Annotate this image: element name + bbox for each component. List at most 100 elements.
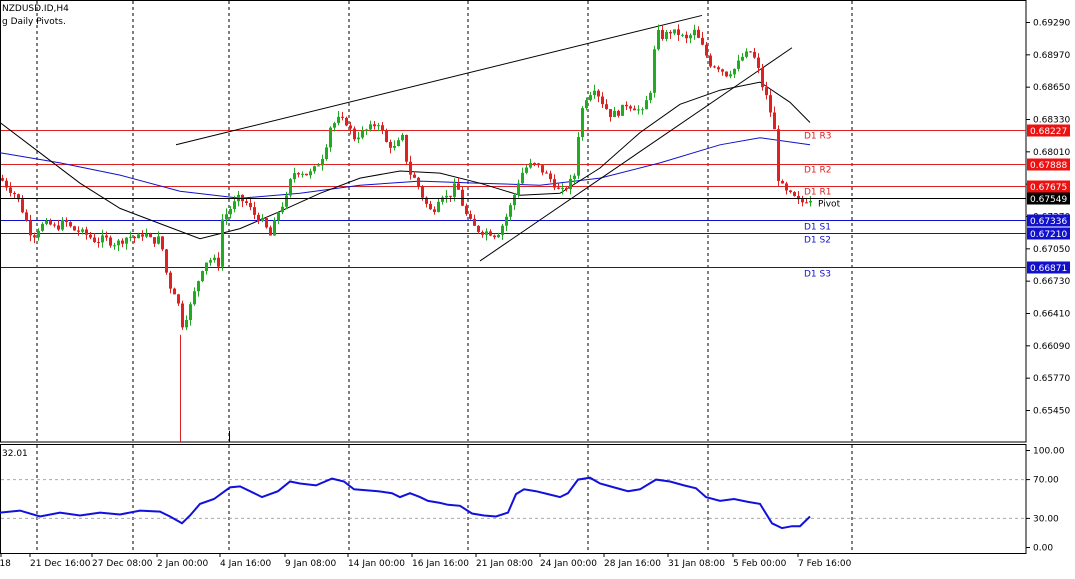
candle-body [265, 218, 268, 228]
candle-body [189, 304, 192, 321]
price-axis-label: 0.68650 [1033, 83, 1070, 93]
candle-body [633, 108, 636, 111]
candle-body [205, 262, 208, 271]
main-plot-frame [0, 0, 1027, 443]
candle-body [325, 147, 328, 160]
candle-body [13, 192, 16, 195]
price-axis-label: 0.66410 [1033, 310, 1070, 320]
candle-body [397, 140, 400, 146]
candle-body [561, 187, 564, 189]
candle-body [385, 130, 388, 142]
candle-body [733, 68, 736, 75]
candle-body [349, 125, 352, 129]
candle-body [9, 187, 12, 193]
candle-body [181, 303, 184, 328]
candle-body [105, 235, 108, 238]
candle-body [17, 194, 20, 200]
price-label-text: 0.66871 [1030, 264, 1067, 274]
candle-body [797, 195, 800, 200]
candle-body [285, 195, 288, 207]
candle-body [801, 199, 804, 203]
candle-body [409, 161, 412, 175]
rsi-axis-label: 100.00 [1033, 447, 1065, 457]
candle-body [253, 207, 256, 215]
candle-body [57, 225, 60, 230]
pivot-level-name: D1 S3 [804, 270, 831, 280]
candle-body [673, 29, 676, 34]
price-label-text: 0.68227 [1030, 127, 1067, 137]
candle-body [33, 235, 36, 238]
candle-body [669, 32, 672, 34]
candle-body [321, 159, 324, 166]
rsi-value-label: 32.01 [2, 449, 28, 459]
pivot-level-name: D1 S2 [804, 236, 831, 246]
rsi-axis-label: 70.00 [1033, 476, 1059, 486]
candle-body [97, 242, 100, 244]
candle-body [553, 179, 556, 188]
price-axis-label: 0.66090 [1033, 342, 1070, 352]
candle-body [529, 162, 532, 168]
candle-body [565, 187, 568, 190]
candle-body [269, 227, 272, 236]
candle-body [721, 69, 724, 72]
candle-body [73, 226, 76, 231]
candle-body [493, 235, 496, 238]
pivot-level-name: D1 R1 [804, 188, 832, 198]
candle-body [369, 124, 372, 130]
candle-body [65, 219, 68, 223]
candle-body [141, 234, 144, 237]
candle-body [213, 257, 216, 261]
candle-body [781, 180, 784, 184]
candle-body [549, 173, 552, 180]
pivot-level-name: D1 S1 [804, 223, 831, 233]
candle-body [593, 90, 596, 96]
candle-body [29, 220, 32, 236]
candle-body [533, 162, 536, 164]
candle-body [577, 136, 580, 176]
candle-body [541, 165, 544, 173]
candle-body [505, 216, 508, 226]
price-label-text: 0.67210 [1030, 230, 1067, 240]
candle-body [161, 236, 164, 250]
candle-body [89, 234, 92, 238]
candle-body [509, 205, 512, 217]
candle-body [725, 71, 728, 77]
price-axis-label: 0.67050 [1033, 245, 1070, 255]
candle-body [261, 218, 264, 222]
price-label-box [1027, 214, 1070, 227]
candle-body [521, 172, 524, 184]
candle-body [125, 237, 128, 244]
rsi-axis-label: 0.00 [1033, 544, 1053, 554]
candle-body [649, 92, 652, 101]
candle-body [753, 51, 756, 58]
candle-body [497, 234, 500, 238]
candle-body [233, 201, 236, 210]
candle-body [645, 100, 648, 110]
candle-body [273, 220, 276, 236]
candle-body [713, 66, 716, 68]
candle-body [749, 51, 752, 53]
candle-body [389, 141, 392, 148]
candle-body [477, 225, 480, 232]
trendline [479, 47, 793, 262]
candle-body [165, 249, 168, 273]
price-axis-label: 0.68010 [1033, 148, 1070, 158]
candle-body [441, 197, 444, 202]
candle-body [605, 104, 608, 110]
candle-body [557, 187, 560, 189]
candle-body [621, 104, 624, 116]
candles-group [1, 24, 812, 331]
pivot-level-name: Pivot [818, 200, 841, 210]
time-axis-label: 31 Jan 08:00 [668, 559, 725, 569]
candle-body [49, 220, 52, 225]
candle-body [489, 231, 492, 236]
candle-body [637, 109, 640, 111]
candle-body [145, 233, 148, 237]
candle-body [209, 260, 212, 263]
candle-body [313, 166, 316, 172]
price-axis-label: 0.68970 [1033, 51, 1070, 61]
candle-body [809, 200, 812, 203]
candle-body [37, 230, 40, 238]
